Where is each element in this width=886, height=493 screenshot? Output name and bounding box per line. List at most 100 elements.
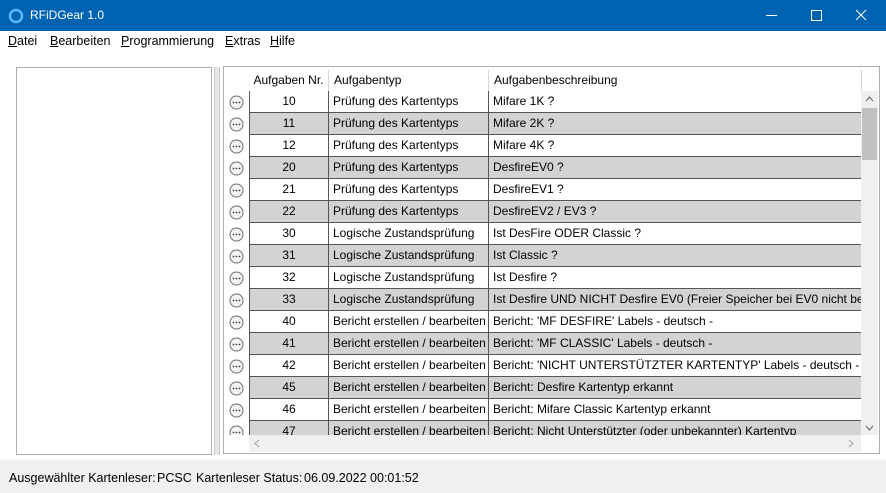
tree-panel	[16, 67, 212, 455]
table-row[interactable]: 10 Prüfung des Kartentyps Mifare 1K ?	[224, 91, 862, 113]
table-cell: Logische Zustandsprüfung	[329, 289, 489, 311]
table-cell: Prüfung des Kartentyps	[329, 113, 489, 135]
row-header	[224, 201, 249, 223]
table-cell: Bericht: Mifare Classic Kartentyp erkann…	[489, 399, 862, 421]
table-cell: 40	[249, 311, 329, 333]
window-controls[interactable]	[750, 0, 886, 31]
table-cell: 32	[249, 267, 329, 289]
row-header	[224, 223, 249, 245]
row-header	[224, 377, 249, 399]
table-row[interactable]: 47 Bericht erstellen / bearbeiten Bericht:…	[224, 421, 862, 435]
table-cell: Mifare 2K ?	[489, 113, 862, 135]
row-header	[224, 333, 249, 355]
table-row[interactable]: 33 Logische Zustandsprüfung Ist Desfire UN…	[224, 289, 862, 311]
table-cell: Logische Zustandsprüfung	[329, 267, 489, 289]
table-cell: 31	[249, 245, 329, 267]
reader-label: Ausgewählter Kartenleser:	[9, 471, 156, 485]
table-cell: Bericht: 'MF DESFIRE' Labels - deutsch -	[489, 311, 862, 333]
table-row[interactable]: 21 Prüfung des Kartentyps DesfireEV1 ?	[224, 179, 862, 201]
table-cell: 47	[249, 421, 329, 435]
horizontal-scrollbar[interactable]	[249, 435, 861, 452]
window-title: RFiDGear 1.0	[30, 8, 105, 22]
menu-item[interactable]: Extras	[225, 34, 261, 48]
table-cell: DesfireEV2 / EV3 ?	[489, 201, 862, 223]
table-cell: Bericht erstellen / bearbeiten	[329, 355, 489, 377]
row-header	[224, 179, 249, 201]
title-bar: RFiDGear 1.0	[0, 0, 886, 31]
table-cell: 22	[249, 201, 329, 223]
row-header	[224, 355, 249, 377]
table-cell: Bericht: Desfire Kartentyp erkannt	[489, 377, 862, 399]
row-header	[224, 157, 249, 179]
table-cell: Bericht: Nicht Unterstützter (oder unbek…	[489, 421, 862, 435]
menu-item[interactable]: Hilfe	[270, 34, 296, 48]
menu-item[interactable]: Programmierung	[121, 34, 215, 48]
table-row[interactable]: 12 Prüfung des Kartentyps Mifare 4K ?	[224, 135, 862, 157]
row-header	[224, 311, 249, 333]
row-header	[224, 91, 249, 113]
table-cell: 20	[249, 157, 329, 179]
table-cell: 45	[249, 377, 329, 399]
app-icon	[8, 8, 24, 24]
table-cell: Ist Desfire ?	[489, 267, 862, 289]
table-cell: Logische Zustandsprüfung	[329, 245, 489, 267]
row-header	[224, 421, 249, 435]
table-cell: 12	[249, 135, 329, 157]
vertical-scrollbar[interactable]	[861, 91, 878, 435]
table-cell: 42	[249, 355, 329, 377]
table-cell: Ist DesFire ODER Classic ?	[489, 223, 862, 245]
menu-item[interactable]: Datei	[8, 34, 38, 48]
table-cell: Logische Zustandsprüfung	[329, 223, 489, 245]
table-cell: Prüfung des Kartentyps	[329, 201, 489, 223]
table-row[interactable]: 46 Bericht erstellen / bearbeiten Bericht:…	[224, 399, 862, 421]
table-cell: Bericht: 'MF CLASSIC' Labels - deutsch -	[489, 333, 862, 355]
table-cell: Mifare 1K ?	[489, 91, 862, 113]
table-cell: 30	[249, 223, 329, 245]
table-cell: Bericht: 'NICHT UNTERSTÜTZTER KARTENTYP'…	[489, 355, 862, 377]
status-label: Kartenleser Status:	[196, 471, 303, 485]
row-header	[224, 113, 249, 135]
task-grid: Aufgaben Nr. Aufgabentyp Aufgabenbeschreib…	[223, 66, 880, 454]
table-cell: Ist Classic ?	[489, 245, 862, 267]
table-cell: DesfireEV0 ?	[489, 157, 862, 179]
table-row[interactable]: 32 Logische Zustandsprüfung Ist Desfire ?	[224, 267, 862, 289]
table-cell: Mifare 4K ?	[489, 135, 862, 157]
column-header[interactable]: Aufgabenbeschreibung	[489, 70, 862, 91]
table-row[interactable]: 30 Logische Zustandsprüfung Ist DesFire OD…	[224, 223, 862, 245]
menu-item[interactable]: Bearbeiten	[50, 34, 111, 48]
table-row[interactable]: 11 Prüfung des Kartentyps Mifare 2K ?	[224, 113, 862, 135]
menu-bar: Datei Bearbeiten Programmierung Extras Hilfe	[0, 31, 886, 52]
table-cell: 10	[249, 91, 329, 113]
table-cell: Prüfung des Kartentyps	[329, 91, 489, 113]
row-header	[224, 289, 249, 311]
status-value: 06.09.2022 00:01:52	[304, 471, 419, 485]
reader-value: PCSC	[157, 471, 192, 485]
table-cell: 46	[249, 399, 329, 421]
column-header[interactable]: Aufgabentyp	[329, 70, 489, 91]
table-row[interactable]: 20 Prüfung des Kartentyps DesfireEV0 ?	[224, 157, 862, 179]
table-row[interactable]: 40 Bericht erstellen / bearbeiten Bericht:…	[224, 311, 862, 333]
table-row[interactable]: 45 Bericht erstellen / bearbeiten Bericht:…	[224, 377, 862, 399]
row-header	[224, 267, 249, 289]
table-cell: Prüfung des Kartentyps	[329, 135, 489, 157]
table-cell: Bericht erstellen / bearbeiten	[329, 333, 489, 355]
table-cell: DesfireEV1 ?	[489, 179, 862, 201]
table-cell: Bericht erstellen / bearbeiten	[329, 399, 489, 421]
table-row[interactable]: 41 Bericht erstellen / bearbeiten Bericht:…	[224, 333, 862, 355]
table-cell: 11	[249, 113, 329, 135]
splitter[interactable]	[214, 67, 220, 455]
row-header	[224, 245, 249, 267]
table-row[interactable]: 42 Bericht erstellen / bearbeiten Bericht:…	[224, 355, 862, 377]
table-cell: 21	[249, 179, 329, 201]
table-row[interactable]: 22 Prüfung des Kartentyps DesfireEV2 / EV3…	[224, 201, 862, 223]
table-cell: Bericht erstellen / bearbeiten	[329, 377, 489, 399]
table-cell: Ist Desfire UND NICHT Desfire EV0 (Freie…	[489, 289, 862, 311]
table-cell: 33	[249, 289, 329, 311]
table-row[interactable]: 31 Logische Zustandsprüfung Ist Classic ?	[224, 245, 862, 267]
row-header	[224, 399, 249, 421]
table-cell: 41	[249, 333, 329, 355]
column-header[interactable]: Aufgaben Nr.	[249, 70, 329, 91]
table-cell: Bericht erstellen / bearbeiten	[329, 421, 489, 435]
table-cell: Bericht erstellen / bearbeiten	[329, 311, 489, 333]
